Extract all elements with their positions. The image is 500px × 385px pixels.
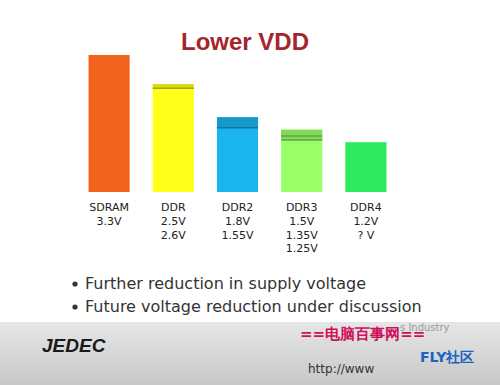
bullet <box>72 304 77 309</box>
tick-label: DDR2 <box>222 201 254 214</box>
voltage-level <box>153 87 194 89</box>
watermark: http://www <box>308 362 374 376</box>
bar <box>281 130 322 192</box>
slide: Lower VDDSDRAM3.3VDDR2.5V2.6VDDR21.8V1.5… <box>0 0 500 385</box>
title: Lower VDD <box>181 28 309 55</box>
bar <box>89 55 130 192</box>
voltage-label: 2.6V <box>161 229 186 242</box>
voltage-label: 1.8V <box>225 215 250 228</box>
voltage-label: 1.2V <box>353 215 378 228</box>
watermark: ==电脑百事网== <box>300 325 425 343</box>
voltage-label: ? V <box>357 229 374 242</box>
voltage-label: 1.5V <box>289 215 314 228</box>
voltage-band <box>217 117 258 127</box>
tick-label: DDR <box>161 201 186 214</box>
tick-label: DDR3 <box>286 201 318 214</box>
bar <box>217 117 258 192</box>
bullet <box>72 281 77 286</box>
tick-label: DDR4 <box>350 201 382 214</box>
voltage-label: 1.25V <box>286 242 318 255</box>
watermark: FLY社区 <box>420 349 474 365</box>
voltage-label: 1.55V <box>221 229 253 242</box>
voltage-label: 1.35V <box>286 229 318 242</box>
voltage-band <box>281 130 322 140</box>
bars <box>89 55 387 192</box>
annotation: Future voltage reduction under discussio… <box>85 297 422 316</box>
voltage-band <box>153 84 194 88</box>
annotation: Further reduction in supply voltage <box>85 274 366 293</box>
bar <box>153 84 194 192</box>
voltage-level <box>217 127 258 129</box>
footer-logo: JEDEC <box>42 335 106 356</box>
footer-band <box>0 322 500 385</box>
tick-label: SDRAM <box>89 201 129 214</box>
background <box>0 0 500 385</box>
voltage-label: 2.5V <box>161 215 186 228</box>
voltage-label: 3.3V <box>97 215 122 228</box>
bar <box>345 142 386 192</box>
voltage-level <box>281 139 322 141</box>
x-labels: SDRAM3.3V DDR2.5V2.6V DDR21.8V1.55V DDR31.5… <box>89 201 381 255</box>
voltage-level <box>281 135 322 137</box>
